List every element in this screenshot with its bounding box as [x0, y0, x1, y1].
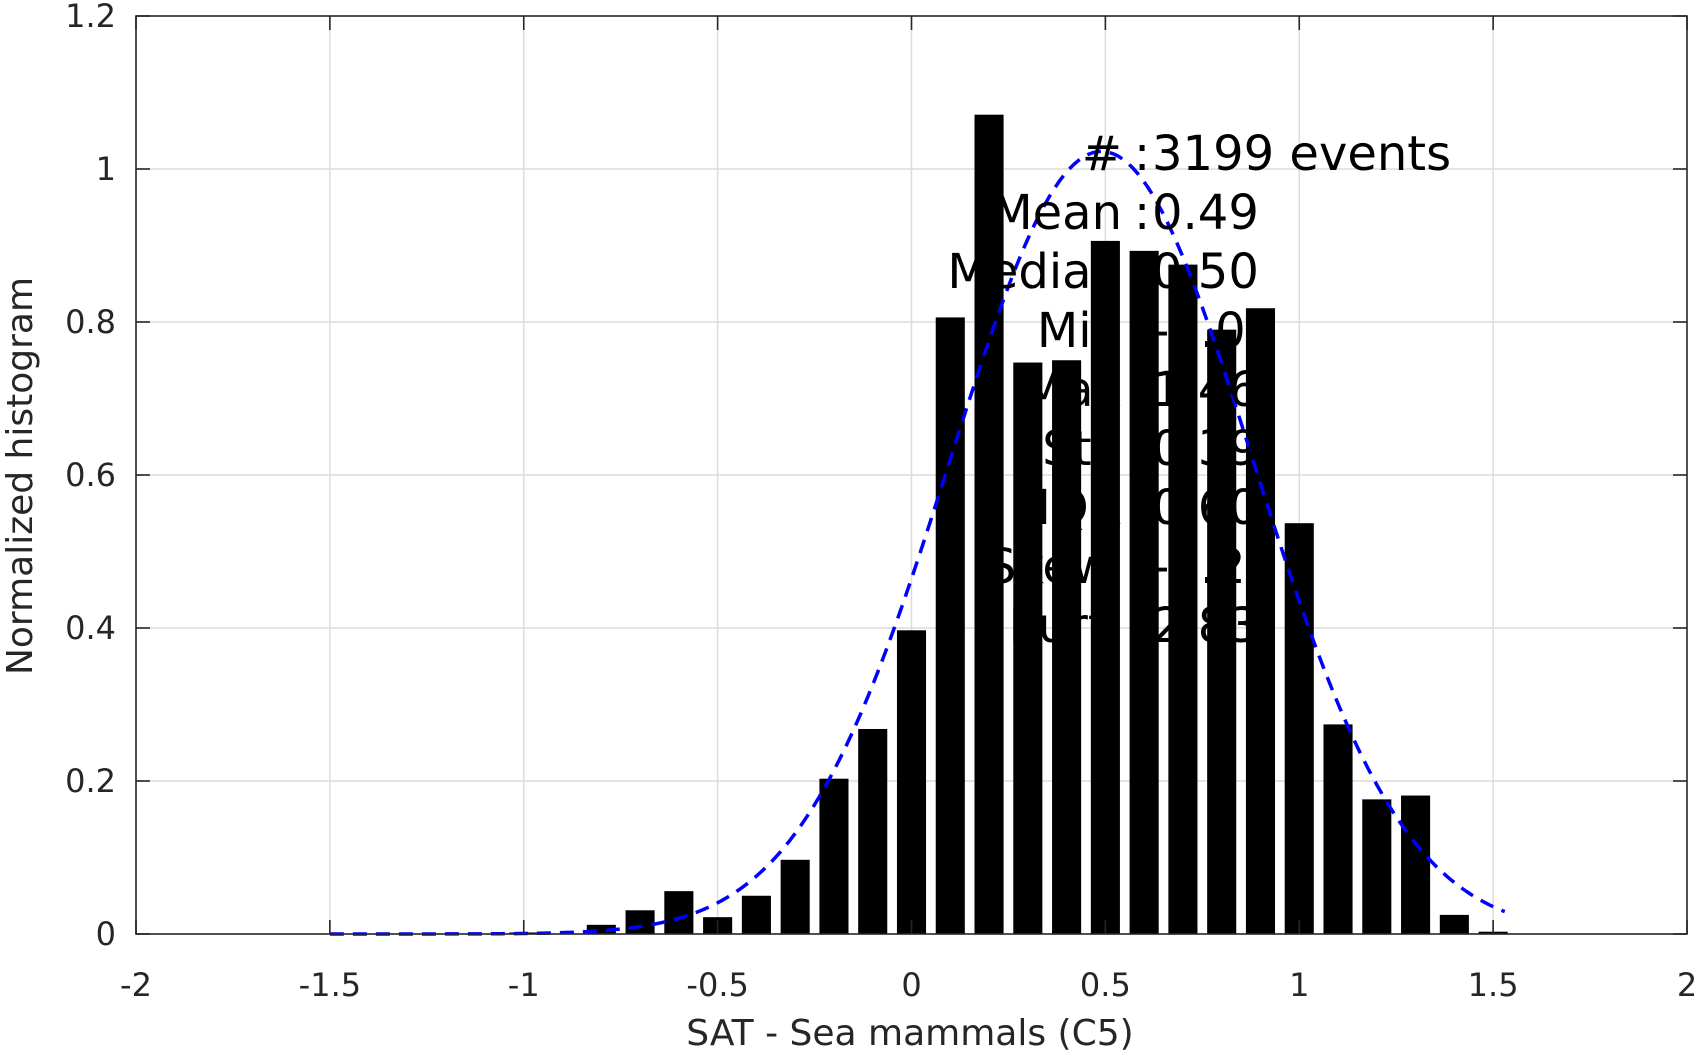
histogram-bar: [586, 924, 616, 934]
stats-row: Median:0.50: [947, 244, 1258, 300]
histogram-bar: [1052, 360, 1082, 934]
x-tick-label: 1: [1289, 966, 1309, 1004]
histogram-bar: [1245, 308, 1276, 935]
stats-label: Kurt.: [1009, 598, 1122, 654]
stats-value: 0.49: [1152, 185, 1259, 241]
histogram-bar: [1362, 799, 1392, 934]
stats-row: IQR:0.60: [1037, 480, 1259, 536]
stats-row: Max:1.46: [1023, 362, 1259, 418]
stats-label: Max: [1023, 362, 1122, 418]
stats-row: Mean:0.49: [991, 185, 1259, 241]
y-tick-label: 0.4: [65, 609, 116, 647]
histogram-bar: [896, 630, 927, 934]
y-axis-tick-labels: 0 0.2 0.4 0.6 0.8 1 1.2: [65, 0, 116, 953]
histogram-bar: [1207, 329, 1237, 934]
y-tick-label: 0.2: [65, 762, 116, 800]
stats-row: Skew.:-0.20: [986, 539, 1276, 595]
stats-value: 2.83: [1152, 598, 1259, 654]
stats-value: -0.20: [1152, 539, 1276, 595]
y-tick-label: 1: [96, 150, 116, 188]
stats-row: Min:-1.03: [1037, 303, 1276, 359]
histogram-bar: [1323, 724, 1353, 934]
stats-colon: :: [1134, 362, 1150, 418]
histogram-bar: [741, 895, 771, 934]
stats-colon: :: [1134, 126, 1150, 182]
histogram-bar: [858, 728, 888, 934]
histogram-bars: [509, 114, 1508, 935]
x-tick-label: -1.5: [299, 966, 361, 1004]
stats-label: Std: [1042, 421, 1122, 477]
stats-value: 0.50: [1152, 244, 1259, 300]
stats-colon: :: [1134, 598, 1150, 654]
y-tick-label: 1.2: [65, 0, 116, 35]
histogram-bar: [1013, 362, 1043, 934]
stats-value: 1.46: [1152, 362, 1259, 418]
stats-colon: :: [1134, 421, 1150, 477]
stats-value: -1.03: [1152, 303, 1276, 359]
stats-value: 0.60: [1152, 480, 1259, 536]
x-tick-label: 1.5: [1468, 966, 1519, 1004]
stats-label: Min: [1037, 303, 1122, 359]
x-tick-label: 0: [901, 966, 921, 1004]
stats-colon: :: [1134, 539, 1150, 595]
histogram-bar: [1090, 240, 1120, 934]
y-tick-label: 0: [96, 915, 116, 953]
histogram-bar: [1284, 523, 1314, 934]
stats-row: Kurt.:2.83: [1009, 598, 1259, 654]
histogram-bar: [625, 910, 655, 934]
histogram-bar: [974, 114, 1004, 934]
stats-colon: :: [1134, 480, 1150, 536]
x-axis-label: SAT - Sea mammals (C5): [686, 1013, 1133, 1053]
x-tick-label: 0.5: [1080, 966, 1131, 1004]
stats-label: #: [1082, 126, 1122, 182]
y-tick-label: 0.6: [65, 456, 116, 494]
axes-frame: [135, 15, 1688, 935]
x-tick-label: -2: [120, 966, 152, 1004]
stats-value: 0.39: [1152, 421, 1259, 477]
stats-row: Std:0.39: [1042, 421, 1259, 477]
statistics-annotation: #:3199 eventsMean:0.49Median:0.50Min:-1.…: [947, 126, 1451, 654]
stats-colon: :: [1134, 244, 1150, 300]
stats-colon: :: [1134, 303, 1150, 359]
stats-row: #:3199 events: [1082, 126, 1451, 182]
stats-label: IQR: [1037, 480, 1122, 536]
histogram-bar: [1439, 914, 1469, 934]
x-tick-label: -1: [508, 966, 540, 1004]
histogram-bar: [664, 891, 694, 934]
x-tick-label: -0.5: [686, 966, 748, 1004]
histogram-bar: [935, 317, 965, 934]
histogram-bar: [819, 778, 849, 934]
histogram-bar: [1168, 264, 1198, 934]
stats-value: 3199 events: [1152, 126, 1451, 182]
histogram-bar: [1129, 250, 1159, 935]
stats-label: Mean: [991, 185, 1122, 241]
x-tick-label: 2: [1677, 966, 1697, 1004]
stats-colon: :: [1134, 185, 1150, 241]
x-axis-tick-labels: -2 -1.5 -1 -0.5 0 0.5 1 1.5 2: [120, 966, 1697, 1004]
histogram-bar: [1401, 795, 1431, 934]
y-tick-label: 0.8: [65, 303, 116, 341]
histogram-bar: [780, 859, 810, 934]
stats-label: Median: [947, 244, 1122, 300]
y-axis-label: Normalized histogram: [0, 277, 41, 675]
stats-label: Skew.: [986, 539, 1122, 595]
